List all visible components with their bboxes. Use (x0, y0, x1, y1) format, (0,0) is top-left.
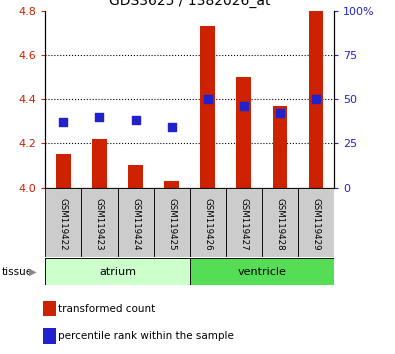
Bar (164, 181, 179, 188)
Bar (200, 26, 215, 188)
Bar (261, 188, 298, 257)
Text: GSM119427: GSM119427 (239, 198, 248, 251)
Bar (190, 188, 226, 257)
Point (276, 110, 283, 116)
Text: ventricle: ventricle (237, 267, 286, 277)
Text: percentile rank within the sample: percentile rank within the sample (58, 331, 234, 341)
Text: tissue: tissue (2, 267, 33, 277)
Point (60, 119, 67, 125)
Bar (298, 188, 334, 257)
Point (205, 96, 211, 102)
Point (96, 114, 103, 120)
Text: atrium: atrium (99, 267, 136, 277)
Text: GSM119426: GSM119426 (203, 198, 212, 251)
Text: GSM119428: GSM119428 (275, 198, 284, 251)
Bar (92, 139, 107, 188)
Bar (308, 11, 323, 188)
Bar (226, 188, 261, 257)
Bar (237, 77, 251, 188)
Point (132, 118, 139, 123)
Bar (56, 154, 71, 188)
Text: transformed count: transformed count (58, 303, 155, 314)
Text: GSM119422: GSM119422 (59, 198, 68, 251)
Bar (118, 188, 154, 257)
Bar (190, 258, 334, 285)
Text: GSM119423: GSM119423 (95, 198, 104, 251)
Bar (45, 258, 190, 285)
Text: GSM119425: GSM119425 (167, 198, 176, 251)
Bar (43, 301, 56, 316)
Text: ▶: ▶ (29, 267, 36, 277)
Bar (43, 328, 56, 344)
Bar (154, 188, 190, 257)
Text: GSM119424: GSM119424 (131, 198, 140, 251)
Title: GDS3625 / 1382026_at: GDS3625 / 1382026_at (109, 0, 270, 8)
Bar (273, 106, 287, 188)
Bar (81, 188, 118, 257)
Bar (128, 166, 143, 188)
Bar (45, 188, 81, 257)
Text: GSM119429: GSM119429 (311, 198, 320, 251)
Point (168, 125, 175, 130)
Point (312, 96, 319, 102)
Point (241, 103, 247, 109)
